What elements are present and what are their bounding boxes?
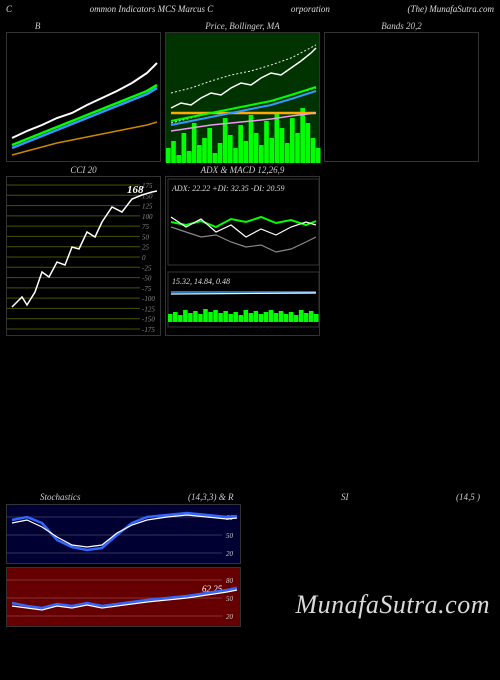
svg-text:-50: -50 [142,275,152,283]
hdr-center-right: orporation [291,4,330,14]
svg-text:15.32, 14.84, 0.48: 15.32, 14.84, 0.48 [172,277,230,286]
svg-text:-125: -125 [142,305,155,313]
panel-b: B [6,32,161,162]
svg-text:-150: -150 [142,316,155,324]
svg-text:175: 175 [142,182,153,190]
svg-text:-100: -100 [142,295,155,303]
hdr-left: C [6,4,12,14]
svg-text:0: 0 [142,254,146,262]
panel-price: Price, Bollinger, MA [165,32,320,162]
svg-text:20: 20 [226,613,234,621]
panel-price-title: Price, Bollinger, MA [205,21,279,31]
spacer [0,340,500,490]
svg-text:25: 25 [142,244,150,252]
stoch-title-row: Stochastics (14,3,3) & R SI (14,5 ) [0,490,500,504]
panel-adx: ADX & MACD 12,26,9 ADX: 22.22 +DI: 32.35… [165,176,320,336]
svg-text:50: 50 [226,595,234,603]
svg-text:-25: -25 [142,264,152,272]
panel-bands-title: Bands 20,2 [381,21,422,31]
svg-text:50: 50 [142,233,150,241]
panel-stoch1: 805020 [6,504,241,564]
panel-stoch2: 80502062.25 [6,567,241,627]
watermark: MunafaSutra.com [295,590,490,620]
svg-text:20: 20 [226,550,234,558]
svg-text:75: 75 [142,223,150,231]
hdr-center-left: ommon Indicators MCS Marcus C [90,4,214,14]
svg-text:125: 125 [142,203,153,211]
svg-text:100: 100 [142,213,153,221]
hdr-right: (The) MunafaSutra.com [407,4,494,14]
panel-b-title: B [35,21,41,31]
stoch-label-left: Stochastics [40,492,81,502]
stoch-label-mid1: (14,3,3) & R [188,492,234,502]
panel-cci-title: CCI 20 [70,165,96,175]
svg-text:-75: -75 [142,285,152,293]
svg-text:168: 168 [127,184,144,196]
svg-text:-175: -175 [142,326,155,334]
row-2: CCI 20 1751501251007550250-25-50-75-100-… [0,176,500,336]
svg-text:80: 80 [226,577,234,585]
row-1: B Price, Bollinger, MA Bands 20,2 [0,32,500,162]
svg-text:ADX: 22.22 +DI: 32.35 -DI: 2: ADX: 22.22 +DI: 32.35 -DI: 20.59 [171,184,285,193]
svg-text:50: 50 [226,532,234,540]
panel-adx-title: ADX & MACD 12,26,9 [201,165,285,175]
panel-cci: CCI 20 1751501251007550250-25-50-75-100-… [6,176,161,336]
page-header: C ommon Indicators MCS Marcus C orporati… [0,0,500,18]
stoch-label-right: (14,5 ) [456,492,480,502]
panel-bands: Bands 20,2 [324,32,479,162]
stoch-label-mid2: SI [341,492,349,502]
